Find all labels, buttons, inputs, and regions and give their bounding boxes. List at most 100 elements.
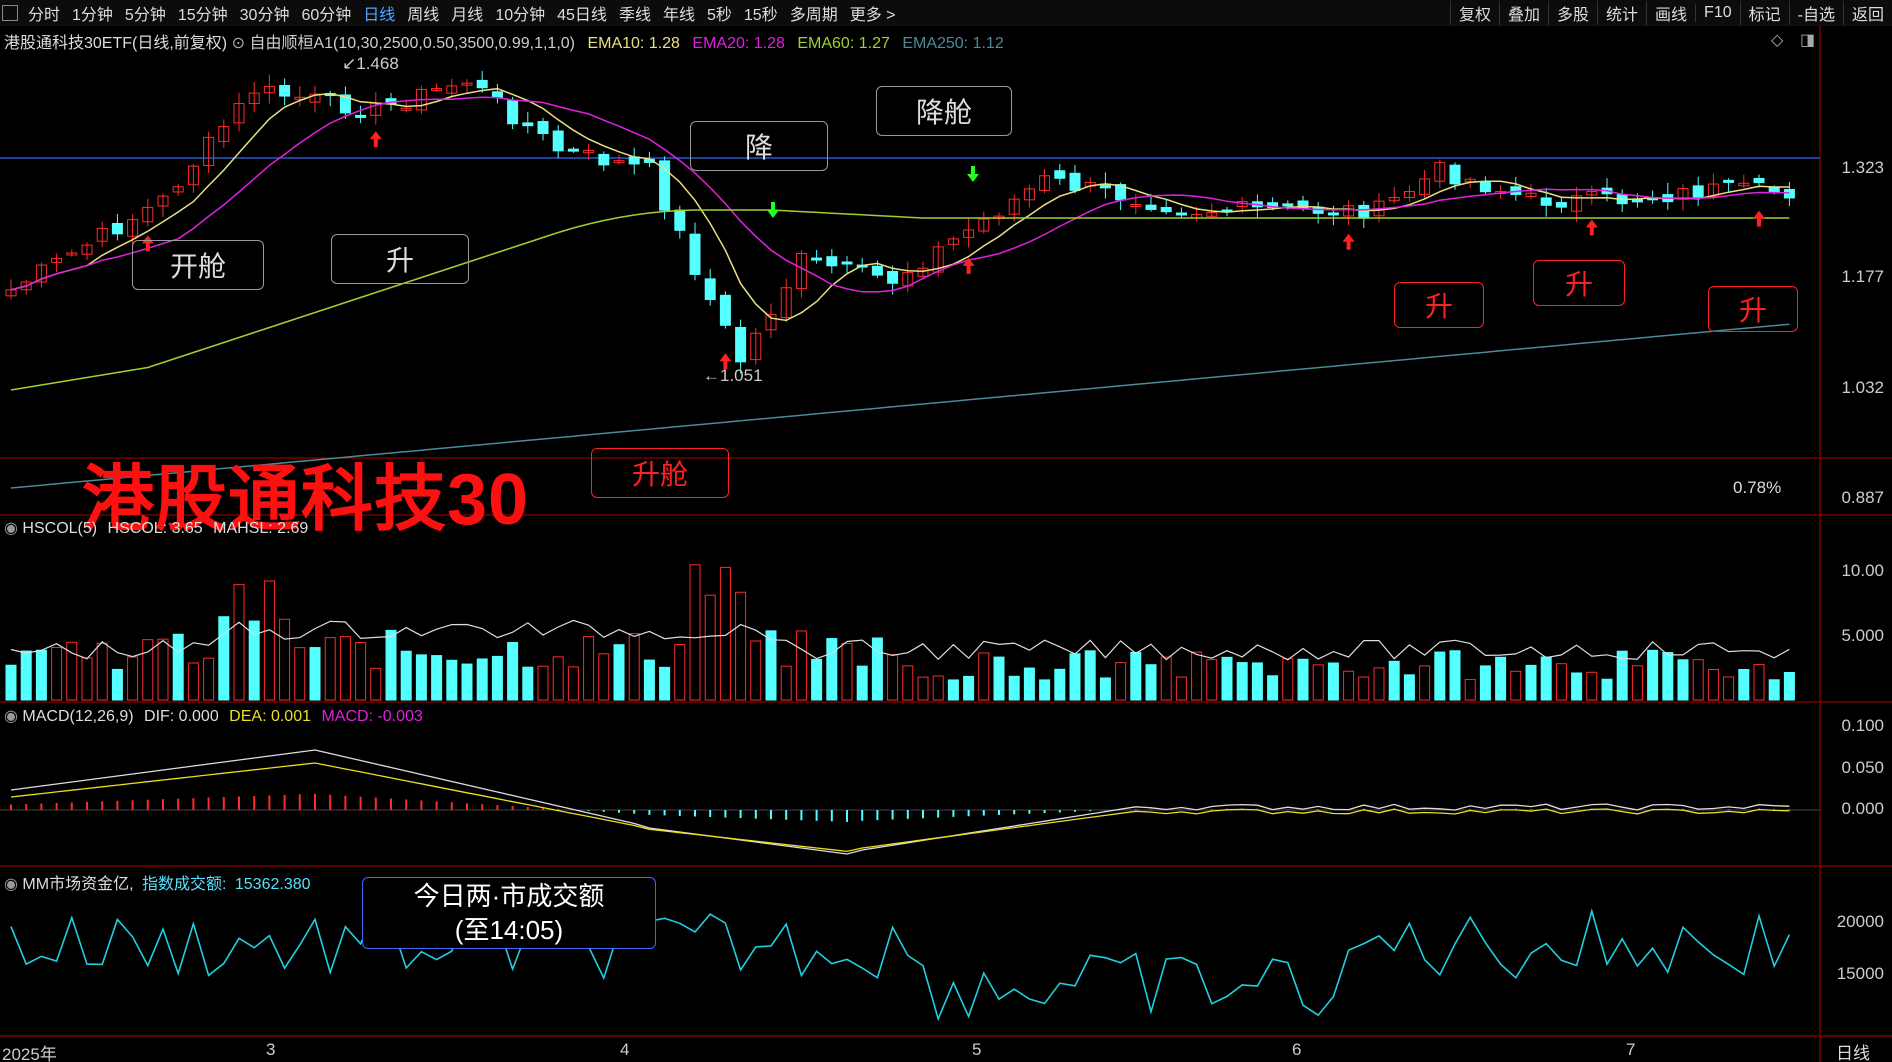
period-tab[interactable]: 10分钟 (495, 6, 546, 24)
turnover-bar (902, 665, 914, 701)
candle-body (233, 103, 245, 124)
collapse-icon[interactable]: ◉ (4, 520, 23, 537)
period-tab[interactable]: 30分钟 (239, 6, 290, 24)
hscol-axis-label: 5.000 (1841, 626, 1884, 645)
time-label: 3 (266, 1040, 276, 1059)
turnover-bar (127, 656, 139, 701)
turnover-bar (142, 639, 154, 701)
candle-body (1008, 198, 1020, 215)
shengcang-bubble: 升舱 (591, 448, 729, 498)
candle-body (1327, 212, 1339, 216)
macd-name[interactable]: MACD(12,26,9) (22, 708, 134, 725)
turnover-bar (309, 647, 321, 701)
period-tab[interactable]: 45日线 (557, 6, 607, 24)
candle-body (598, 153, 610, 166)
ema20-line (10, 96, 1790, 293)
candle-body (5, 289, 17, 297)
buy-arrow-icon (719, 353, 732, 370)
candle-body (1707, 183, 1719, 198)
period-tab[interactable]: 多周期 (789, 6, 838, 24)
window-icon[interactable]: ◨ (1800, 32, 1816, 49)
candle-body (841, 261, 853, 265)
diamond-icon[interactable]: ◇ (1771, 32, 1784, 49)
candle-body (1054, 170, 1066, 179)
period-tab[interactable]: 15分钟 (177, 6, 228, 24)
turnover-bar (537, 665, 549, 701)
turnover-bar (932, 675, 944, 701)
mm-name[interactable]: MM市场资金亿, (22, 876, 134, 893)
ema60-value: EMA60: 1.27 (797, 35, 890, 52)
turnover-bar (978, 652, 990, 701)
buy-arrow-icon (1342, 233, 1355, 250)
jiangcang-bubble: 降舱 (876, 86, 1012, 136)
kaicang-bubble: 开舱 (132, 240, 264, 290)
turnover-bar (1738, 668, 1750, 701)
turnover-bar (1692, 659, 1704, 701)
turnover-bar (248, 620, 260, 701)
turnover-bar (370, 667, 382, 701)
tool-button[interactable]: 多股 (1548, 0, 1597, 25)
period-tab[interactable]: 5秒 (706, 6, 732, 24)
period-footer[interactable]: 日线 (1836, 1044, 1870, 1062)
period-tab[interactable]: 日线 (363, 6, 396, 24)
turnover-bar (1631, 665, 1643, 701)
tool-button[interactable]: 标记 (1739, 0, 1789, 25)
tool-button[interactable]: 叠加 (1498, 0, 1548, 25)
period-tab[interactable]: 季线 (618, 6, 651, 24)
turnover-bar (1419, 665, 1431, 701)
turnover-bar (233, 584, 245, 701)
period-tab[interactable]: 年线 (662, 6, 695, 24)
period-tab[interactable]: 60分钟 (301, 6, 352, 24)
tool-button[interactable]: 画线 (1646, 0, 1695, 25)
candle-body (659, 160, 671, 211)
turnover-bar (476, 658, 488, 701)
period-tab[interactable]: 1分钟 (72, 6, 113, 24)
mm-legend: ◉ MM市场资金亿, 指数成交额: 15362.380 (4, 870, 311, 894)
period-tab[interactable]: 5分钟 (124, 6, 166, 24)
candle-body (507, 100, 519, 125)
candle-body (1571, 195, 1583, 212)
candle-body (96, 227, 108, 242)
candle-body (1479, 180, 1491, 193)
period-tab[interactable]: 更多 > (849, 6, 896, 24)
tool-button[interactable]: 复权 (1449, 0, 1499, 25)
hscol-name[interactable]: HSCOL(5) (22, 520, 98, 537)
turnover-bar (841, 642, 853, 701)
indicator-label[interactable]: 自由顺桓A1(10,30,2500,0.50,3500,0.99,1,1,0) (249, 35, 575, 52)
turnover-bar (1616, 650, 1628, 701)
turnover-bar (1783, 672, 1795, 701)
candle-body (1069, 172, 1081, 191)
period-tab[interactable]: 15秒 (743, 6, 778, 24)
turnover-bar (522, 666, 534, 701)
turnover-bar (66, 641, 78, 701)
tool-button[interactable]: F10 (1695, 3, 1740, 22)
candle-body (400, 107, 412, 111)
time-label: 2025年 (2, 1045, 57, 1062)
macd-axis-label: 0.100 (1841, 716, 1884, 735)
turnover-bar (552, 656, 564, 701)
candle-body (142, 206, 154, 223)
tool-button[interactable]: 统计 (1597, 0, 1646, 25)
period-tab[interactable]: 月线 (451, 6, 484, 24)
turnover-bar (1267, 675, 1279, 701)
collapse-icon[interactable]: ◉ (4, 708, 23, 725)
period-tab[interactable]: 分时 (28, 6, 61, 24)
candle-body (446, 85, 458, 94)
turnover-bar (1373, 667, 1385, 701)
index-label: 指数成交额: (141, 876, 227, 893)
tool-button[interactable]: -自选 (1788, 0, 1843, 25)
turnover-bar (1160, 656, 1172, 701)
turnover-bar (431, 655, 443, 701)
menu-icon[interactable] (2, 4, 18, 21)
collapse-icon[interactable]: ◉ (4, 876, 23, 893)
turnover-bar (446, 659, 458, 701)
index-value: 15362.380 (234, 876, 311, 893)
settings-icon[interactable]: ⊙ (231, 35, 250, 52)
candle-body (263, 85, 275, 94)
period-tab[interactable]: 周线 (407, 6, 440, 24)
tool-button[interactable]: 返回 (1842, 0, 1892, 25)
turnover-bar (1221, 656, 1233, 701)
candle-body (20, 281, 32, 291)
mm-axis-label: 20000 (1836, 912, 1884, 931)
turnover-bar (339, 636, 351, 701)
